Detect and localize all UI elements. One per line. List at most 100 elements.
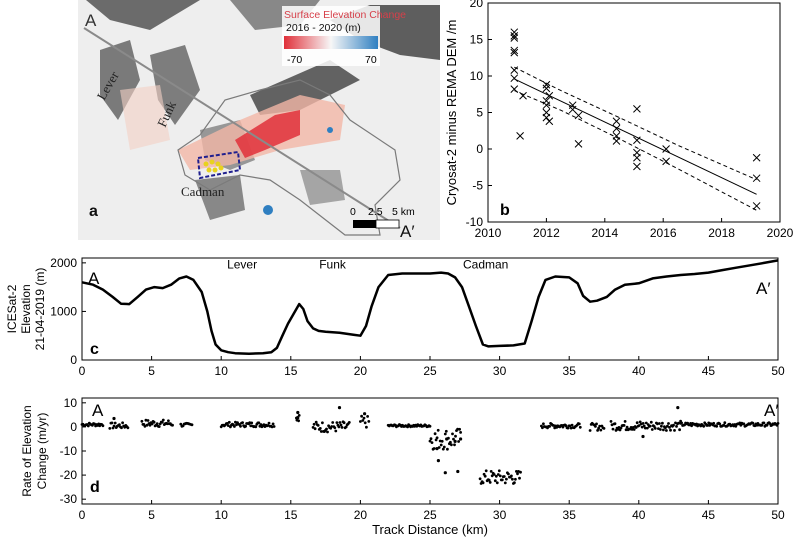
rate-point [706,424,710,427]
data-point [662,145,670,153]
x-tick-label: 30 [493,508,507,522]
rate-point [505,477,508,481]
catchment-outline [177,79,401,236]
rate-point [250,421,254,425]
rate-point [121,421,124,425]
rate-point [742,422,746,426]
rate-point [146,419,150,422]
data-point [633,153,641,162]
rate-point [239,424,242,428]
rate-point [502,475,506,478]
rate-point [155,422,159,426]
y-tick-label: -30 [60,492,78,506]
rate-point [143,424,147,428]
rate-point [570,423,574,427]
rate-point [321,421,324,425]
rate-point [140,419,144,423]
rate-point [342,421,346,425]
rate-point [347,421,351,424]
rate-point [338,421,342,424]
plot-frame [81,397,779,505]
rate-point [145,423,149,427]
x-tick-label: 10 [215,508,229,522]
y-tick-label: -5 [472,179,483,193]
elevation-profile-line [81,259,779,355]
rate-point [510,474,513,478]
rate-point [363,421,367,425]
rate-point [333,426,337,430]
rate-point [715,424,719,428]
x-tick-label: 35 [563,508,577,522]
rate-point [495,481,499,485]
rate-point [161,418,165,422]
rate-point [542,422,545,426]
glacier-annotation: Funk [319,258,347,272]
x-tick-label: 45 [702,508,716,522]
legend-max: 70 [365,54,377,66]
rate-point [664,426,667,430]
chart-c-corner-start: A [88,269,100,288]
rate-point [233,425,236,428]
glacier-annotation: Cadman [463,258,508,272]
rate-point [518,476,521,480]
rate-point [496,473,500,476]
x-tick-label: 10 [215,364,229,378]
rate-point [453,443,456,447]
rate-point [492,473,496,476]
rate-point [623,420,627,423]
rate-point [340,426,344,429]
rate-point [226,424,230,427]
rate-point [440,439,444,443]
rate-point [659,428,662,431]
rate-point [598,424,602,428]
rate-point [436,428,440,432]
rate-point [634,426,638,429]
rate-point [312,422,316,426]
y-tick-label: -10 [466,215,484,229]
chart-d: 0 5 10 15 20 25 30 35 40 45 50 -30 -20 -10 0 10 Rate of… [20,396,785,537]
rate-point [459,437,463,441]
chart-d-ylabel: Rate of ElevationChange (m/yr) [20,405,49,496]
chart-b-ylabel: Cryosat-2 minus REMA DEM /m [444,20,459,206]
y-tick-label: 10 [64,396,78,410]
data-point [510,31,519,40]
rate-point [619,426,623,430]
rate-point [439,443,443,447]
y-tick-label: 2000 [50,256,77,270]
data-point [519,91,527,100]
x-tick-label: 2018 [708,226,735,240]
rate-point [676,406,680,410]
rate-point [488,481,492,484]
data-point [510,34,519,42]
rate-point [311,426,315,429]
fit-line [514,78,757,195]
chart-c-ylabel-line: ICESat-2 [5,284,19,333]
rate-point [637,424,641,427]
rate-point [507,472,510,476]
rate-point [325,427,328,431]
x-tick-label: 2012 [533,226,560,240]
panel-label-b: b [500,202,510,219]
rate-point [363,412,367,416]
rate-point [113,421,117,425]
rate-point [643,426,647,430]
data-point [510,74,519,83]
x-tick-label: 30 [493,364,507,378]
rate-point [428,424,432,428]
rate-point [449,440,452,444]
data-point [633,104,641,113]
rate-point [515,470,518,473]
rate-point [337,406,342,410]
data-point [662,157,670,166]
data-point [516,132,524,140]
chart-b-marks [510,28,761,211]
chart-b-axes: 2010 2012 2014 2016 2018 2020 -10 -5 0 5 10 15 20 [466,0,793,240]
rate-point [613,422,617,426]
rate-point [503,481,507,485]
x-tick-label: 2016 [650,226,677,240]
chart-d-marks [80,406,780,485]
rate-point [451,432,454,436]
rate-point [641,434,645,439]
rate-point [234,420,237,424]
rate-point [359,420,362,423]
